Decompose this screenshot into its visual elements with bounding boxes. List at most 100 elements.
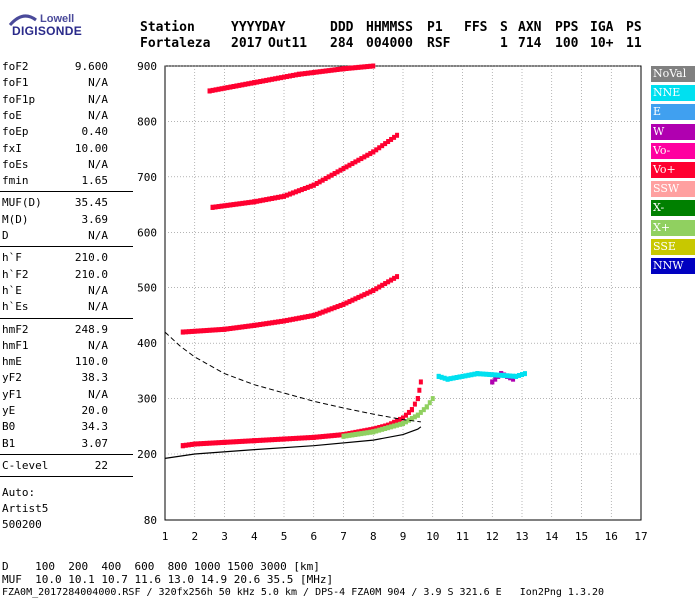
trace-point: [389, 277, 394, 283]
trace-point: [395, 422, 400, 428]
trace-point: [246, 438, 251, 444]
trace-point: [475, 371, 480, 377]
trace-point: [234, 201, 239, 207]
trace-point: [389, 136, 394, 142]
trace-point: [368, 63, 373, 69]
trace-point: [424, 404, 429, 410]
legend-item: Vo-: [651, 142, 695, 159]
trace-point: [264, 437, 269, 443]
trace-point: [255, 79, 260, 85]
trace-point: [314, 434, 319, 440]
trace-point: [293, 72, 298, 78]
param-name: yE: [2, 404, 16, 417]
trace-point: [392, 275, 397, 281]
trace-point: [395, 132, 400, 138]
x-tick-label: 6: [310, 530, 317, 543]
trace-point: [314, 69, 319, 75]
trace-point: [335, 67, 340, 73]
param-name: B1: [2, 436, 16, 450]
trace-point: [207, 440, 212, 446]
trace-point: [362, 64, 367, 70]
trace-point: [350, 297, 355, 303]
trace-point: [499, 372, 504, 378]
trace-point: [478, 371, 483, 377]
trace-point: [341, 166, 346, 172]
trace-point: [192, 441, 197, 447]
param-value: N/A: [88, 108, 108, 122]
trace-point: [267, 320, 272, 326]
param-value: 10.00: [74, 141, 108, 155]
trace-point: [329, 433, 334, 439]
trace-point: [213, 87, 218, 93]
trace-point: [389, 424, 394, 430]
param-value: 3.69: [81, 212, 109, 226]
trace-point: [204, 440, 209, 446]
trace-point: [338, 66, 343, 72]
legend-item: SSE: [651, 238, 695, 255]
x-tick-label: 2: [191, 530, 198, 543]
trace-point: [302, 435, 307, 441]
trace-point: [282, 318, 286, 324]
x-tick-label: 5: [281, 530, 288, 543]
trace-point: [368, 429, 373, 435]
trace-point: [417, 387, 422, 393]
param-name: B0: [2, 420, 16, 434]
x-tick-label: 1: [162, 530, 169, 543]
param-value: 210.0: [74, 267, 108, 281]
trace-point: [305, 70, 310, 76]
trace-point: [335, 169, 340, 175]
trace-point: [511, 373, 516, 379]
trace-point: [222, 85, 227, 91]
trace-point: [320, 177, 325, 183]
param-name: foE: [2, 108, 22, 122]
trace-point: [183, 329, 188, 335]
param-divider: [0, 191, 133, 193]
trace-point: [279, 436, 284, 442]
trace-point: [493, 372, 498, 378]
x-tick-label: 8: [370, 530, 377, 543]
trace-point: [401, 415, 405, 421]
trace-point: [406, 417, 411, 423]
trace-point: [213, 204, 218, 210]
param-name: MUF(D): [2, 196, 42, 210]
trace-point: [207, 327, 212, 333]
trace-point: [279, 318, 284, 324]
trace-point: [377, 284, 382, 290]
trace-point: [386, 425, 391, 431]
header-value: 10+: [590, 36, 614, 51]
footer-info-row: FZA0M_2017284004000.RSF / 320fx256h 50 k…: [2, 587, 605, 598]
trace-point: [228, 326, 233, 332]
param-name: D: [2, 229, 9, 242]
param-value: 9.600: [74, 60, 108, 73]
trace-point: [359, 293, 364, 299]
trace-point: [284, 74, 289, 80]
trace-point: [225, 439, 230, 445]
trace-point: [284, 436, 289, 442]
trace-point: [403, 412, 408, 418]
y-tick-label: 80: [144, 514, 157, 527]
legend-item: E: [651, 104, 695, 121]
trace-point: [350, 161, 355, 167]
header-label: AXN: [518, 20, 542, 35]
trace-point: [350, 65, 355, 71]
trace-point: [311, 434, 316, 440]
trace-point: [362, 154, 367, 160]
trace-point: [454, 375, 459, 381]
trace-point: [246, 81, 251, 87]
auto-version: 500200: [2, 518, 42, 531]
trace-point: [243, 324, 248, 330]
trace-point: [365, 427, 370, 433]
trace-point: [320, 68, 325, 74]
param-name: fmin: [2, 174, 29, 188]
trace-point: [210, 327, 215, 333]
trace-point: [353, 65, 358, 71]
trace-point: [299, 187, 304, 193]
param-name: foEs: [2, 157, 29, 171]
trace-point: [305, 184, 310, 190]
trace-point: [270, 195, 275, 201]
trace-point: [210, 87, 215, 93]
trace-point: [383, 426, 388, 432]
x-tick-label: 17: [634, 530, 647, 543]
trace-point: [258, 437, 263, 443]
trace-point: [326, 307, 331, 313]
